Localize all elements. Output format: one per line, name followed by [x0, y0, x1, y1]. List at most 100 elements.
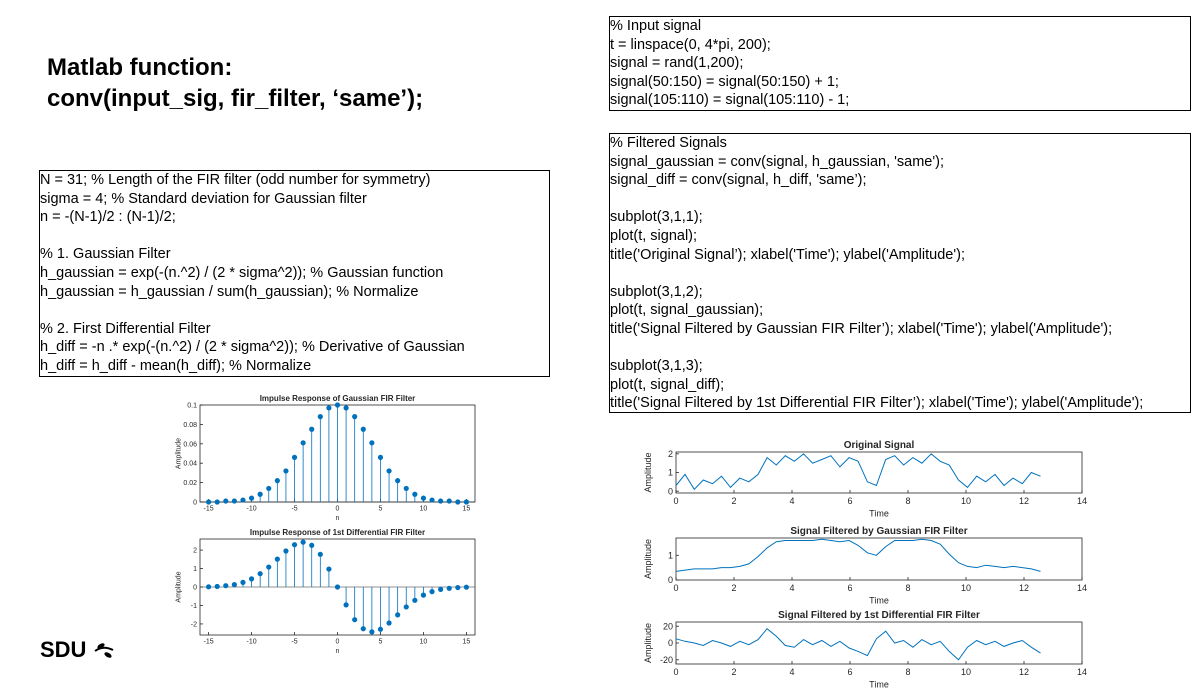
x-axis-label: Time — [869, 595, 889, 605]
code-line: signal_diff = conv(signal, h_diff, 'same… — [610, 172, 867, 189]
x-tick-label: 15 — [463, 638, 471, 645]
x-tick-label: -5 — [291, 505, 297, 512]
code-line: % Input signal — [610, 18, 702, 34]
stem-marker — [240, 497, 246, 503]
stem-marker — [300, 539, 306, 545]
x-tick-label: 10 — [420, 638, 428, 645]
y-axis-label: Amplitude — [643, 452, 653, 492]
chart-title: Signal Filtered by 1st Differential FIR … — [778, 610, 980, 621]
logo-icon — [93, 643, 114, 658]
code-box: % Filtered Signals signal_gaussian = conv… — [609, 133, 1191, 413]
y-axis-label: Amplitude — [643, 623, 653, 663]
stem-marker — [231, 498, 237, 504]
stem-marker — [266, 485, 272, 492]
stem-marker — [438, 586, 444, 593]
code-line: % 1. Gaussian Filter — [40, 246, 171, 263]
code-line: h_diff = h_diff - mean(h_diff); % Normal… — [40, 357, 312, 374]
y-tick-label: 0 — [668, 575, 673, 585]
code-line: signal(105:110) = signal(105:110) - 1; — [610, 92, 850, 109]
code-box: % Input signal t = linspace(0, 4*pi, 200)… — [609, 16, 1191, 111]
stem-marker — [463, 499, 470, 505]
x-tick-label: 14 — [1077, 667, 1087, 677]
y-tick-label: 1 — [668, 468, 673, 478]
stem-marker — [360, 426, 366, 432]
stem-marker — [257, 491, 263, 497]
stem-marker — [377, 454, 384, 460]
stem-marker — [300, 440, 306, 446]
code-line: subplot(3,1,1); — [610, 209, 703, 226]
stem-marker — [240, 579, 246, 585]
x-tick-label: 8 — [905, 583, 910, 593]
x-tick-label: -10 — [247, 638, 257, 645]
x-tick-label: 10 — [961, 496, 971, 506]
code-line: signal = rand(1,200); — [610, 55, 744, 72]
x-tick-label: 8 — [905, 496, 910, 506]
y-axis-label: Amplitude — [175, 571, 182, 602]
x-axis-label: n — [336, 648, 340, 655]
x-tick-label: -15 — [204, 505, 214, 512]
title-line: conv(input_sig, fir_filter, ‘same’); — [47, 85, 424, 112]
stem-marker — [283, 548, 289, 554]
chart-title: Signal Filtered by Gaussian FIR Filter — [790, 526, 967, 537]
x-tick-label: 10 — [420, 505, 428, 512]
stem-marker — [274, 556, 280, 562]
x-tick-label: 4 — [789, 496, 794, 506]
y-tick-label: 1 — [668, 550, 673, 560]
axes-frame — [675, 451, 1083, 494]
logo: SDU — [40, 637, 115, 663]
x-tick-label: 6 — [847, 667, 852, 677]
x-tick-label: -10 — [247, 505, 257, 512]
stem-marker — [343, 405, 349, 411]
stem-marker — [326, 405, 332, 411]
code-line: t = linspace(0, 4*pi, 200); — [610, 36, 771, 53]
stem-marker — [412, 491, 418, 497]
code-line: h_gaussian = h_gaussian / sum(h_gaussian… — [40, 283, 419, 300]
y-tick-label: 0.02 — [183, 480, 197, 487]
code-box: N = 31; % Length of the FIR filter (odd … — [39, 170, 550, 377]
logo-text: SDU — [40, 637, 87, 662]
stem-marker — [248, 576, 255, 582]
code-block: subplot(3,1,3); plot(t, signal_diff); titl… — [610, 357, 1190, 412]
x-tick-label: 14 — [1077, 583, 1087, 593]
stem-marker — [360, 626, 366, 632]
x-axis-label: n — [336, 515, 340, 522]
x-tick-label: 12 — [1019, 583, 1029, 593]
code-line: h_gaussian = exp(-(n.^2) / (2 * sigma^2)… — [40, 264, 444, 281]
stem-marker — [369, 440, 375, 446]
y-tick-label: -20 — [660, 655, 673, 665]
y-tick-label: 2 — [193, 548, 197, 555]
stem-marker — [274, 478, 280, 484]
chart-title: Original Signal — [844, 440, 915, 451]
x-tick-label: 0 — [673, 496, 678, 506]
y-tick-label: 0 — [193, 499, 197, 506]
stem-marker — [291, 542, 298, 548]
stem-marker — [266, 564, 272, 570]
stem-marker — [214, 583, 220, 590]
stem-marker — [309, 542, 315, 548]
code-line: n = -(N-1)/2 : (N-1)/2; — [40, 209, 176, 226]
stem-marker — [291, 454, 298, 460]
x-tick-label: 5 — [379, 505, 383, 512]
axes-frame — [675, 537, 1083, 581]
y-tick-label: 20 — [663, 621, 673, 631]
x-axis-label: Time — [869, 679, 889, 689]
stem-marker — [214, 499, 220, 505]
stem-marker — [309, 426, 315, 432]
y-tick-label: 0.06 — [183, 441, 197, 448]
stem-marker — [420, 592, 427, 598]
stem-marker — [412, 597, 418, 603]
x-tick-label: 0 — [336, 638, 340, 645]
signal-line — [675, 538, 1041, 572]
y-tick-label: 0 — [668, 638, 673, 648]
code-block: % Input signal t = linspace(0, 4*pi, 200)… — [610, 17, 1190, 110]
x-tick-label: 10 — [961, 667, 971, 677]
code-line: % Filtered Signals — [610, 135, 727, 151]
code-line: signal(50:150) = signal(50:150) + 1; — [610, 73, 839, 90]
x-tick-label: 5 — [379, 638, 383, 645]
x-tick-label: 10 — [961, 583, 971, 593]
code-block: % Filtered Signals signal_gaussian = conv… — [610, 134, 1190, 190]
code-line: signal_gaussian = conv(signal, h_gaussia… — [610, 153, 944, 170]
code-line: plot(t, signal_gaussian); — [610, 302, 764, 319]
